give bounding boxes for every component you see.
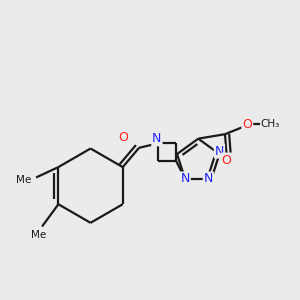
Text: Me: Me xyxy=(16,176,32,185)
Text: N: N xyxy=(152,132,162,146)
Text: CH₃: CH₃ xyxy=(261,119,280,129)
Text: O: O xyxy=(242,118,252,131)
Text: O: O xyxy=(221,154,231,166)
Text: Me: Me xyxy=(32,230,47,240)
Text: O: O xyxy=(118,131,128,144)
Text: N: N xyxy=(204,172,213,185)
Text: N: N xyxy=(181,172,190,185)
Text: N: N xyxy=(215,145,224,158)
